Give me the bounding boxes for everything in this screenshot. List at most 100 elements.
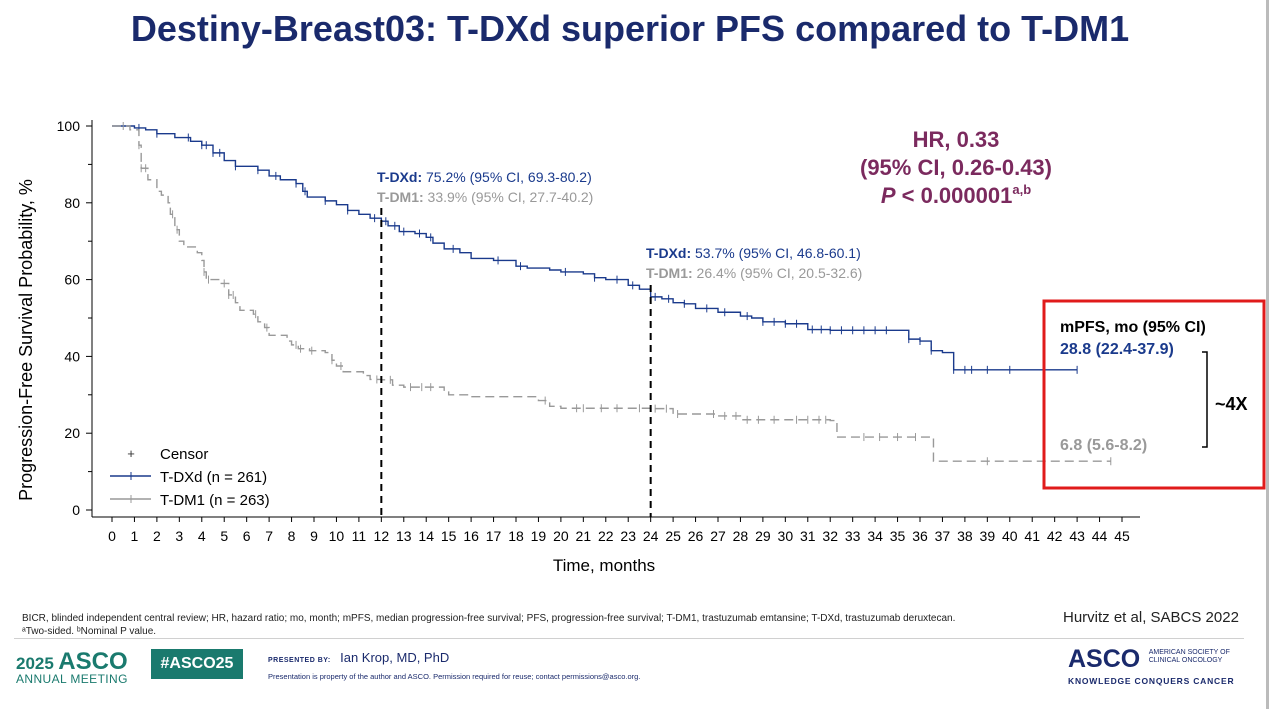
presenter-name: Ian Krop, MD, PhD — [340, 650, 450, 665]
landmark-tdxd-value: 53.7% (95% CI, 46.8-60.1) — [691, 245, 861, 261]
landmark-tdxd-24: T-DXd: 53.7% (95% CI, 46.8-60.1) — [646, 245, 861, 261]
y-tick-label: 100 — [57, 118, 81, 134]
x-tick-label: 41 — [1024, 528, 1040, 544]
fold-label: ~4X — [1215, 394, 1248, 414]
x-tick-label: 26 — [688, 528, 704, 544]
x-tick-label: 40 — [1002, 528, 1018, 544]
x-tick-label: 35 — [890, 528, 906, 544]
x-tick-label: 33 — [845, 528, 861, 544]
x-axis-label: Time, months — [553, 556, 655, 575]
hr-p-value: < 0.000001 — [896, 183, 1013, 208]
x-tick-label: 36 — [912, 528, 928, 544]
x-tick-label: 32 — [822, 528, 838, 544]
x-tick-label: 38 — [957, 528, 973, 544]
chart-annotations: + Censor T-DXd (n = 261) T-DM1 (n = 263) T-D… — [110, 127, 1266, 517]
disclaimer: Presentation is property of the author a… — [268, 672, 641, 681]
x-tick-label: 16 — [463, 528, 479, 544]
x-tick-label: 7 — [265, 528, 273, 544]
x-tick-label: 45 — [1114, 528, 1130, 544]
tdm1-curve — [112, 125, 1111, 462]
meeting-year: 2025 — [16, 654, 54, 673]
x-tick-label: 34 — [867, 528, 883, 544]
landmark-tdxd-12: T-DXd: 75.2% (95% CI, 69.3-80.2) — [377, 169, 592, 185]
footnote-line-1: BICR, blinded independent central review… — [22, 613, 956, 624]
landmark-tdm1-label: T-DM1: — [646, 265, 693, 281]
hashtag-badge: #ASCO25 — [151, 649, 243, 679]
x-tick-label: 19 — [531, 528, 547, 544]
hr-p-superscript: a,b — [1012, 182, 1031, 197]
presented-label: PRESENTED BY: — [268, 657, 331, 664]
hr-line-2: (95% CI, 0.26-0.43) — [860, 155, 1052, 180]
y-tick-label: 20 — [64, 425, 80, 441]
mpfs-tdxd: 28.8 (22.4-37.9) — [1060, 341, 1174, 358]
x-tick-label: 18 — [508, 528, 524, 544]
y-tick-label: 80 — [64, 195, 80, 211]
landmark-tdm1-12: T-DM1: 33.9% (95% CI, 27.7-40.2) — [377, 189, 593, 205]
x-tick-label: 30 — [778, 528, 794, 544]
x-tick-label: 12 — [374, 528, 390, 544]
x-tick-label: 0 — [108, 528, 116, 544]
presented-by: PRESENTED BY: Ian Krop, MD, PhD — [268, 650, 449, 665]
landmark-tdm1-value: 26.4% (95% CI, 20.5-32.6) — [693, 265, 863, 281]
legend-tdxd-label: T-DXd (n = 261) — [160, 469, 267, 486]
x-tick-label: 13 — [396, 528, 412, 544]
fold-bracket — [1202, 351, 1208, 448]
landmark-tdxd-label: T-DXd: — [377, 169, 422, 185]
x-tick-label: 37 — [935, 528, 951, 544]
y-tick-label: 0 — [72, 502, 80, 518]
x-tick-label: 39 — [980, 528, 996, 544]
y-tick-label: 60 — [64, 272, 80, 288]
footnote: BICR, blinded independent central review… — [22, 612, 1042, 638]
x-tick-label: 21 — [576, 528, 592, 544]
mpfs-box — [1042, 299, 1266, 490]
legend-censor-label: Censor — [160, 446, 208, 463]
x-tick-label: 2 — [153, 528, 161, 544]
x-tick-label: 43 — [1069, 528, 1085, 544]
hr-p-symbol: P — [881, 183, 896, 208]
x-tick-label: 8 — [288, 528, 296, 544]
x-tick-label: 23 — [620, 528, 636, 544]
x-tick-label: 4 — [198, 528, 206, 544]
x-tick-label: 10 — [329, 528, 345, 544]
x-tick-label: 31 — [800, 528, 816, 544]
x-tick-label: 24 — [643, 528, 659, 544]
hr-line-1: HR, 0.33 — [913, 127, 1000, 152]
x-tick-label: 27 — [710, 528, 726, 544]
mpfs-header: mPFS, mo (95% CI) — [1060, 319, 1206, 336]
landmark-tdm1-24: T-DM1: 26.4% (95% CI, 20.5-32.6) — [646, 265, 862, 281]
legend-tdm1-label: T-DM1 (n = 263) — [160, 492, 270, 509]
x-tick-label: 20 — [553, 528, 569, 544]
hr-line-3: P < 0.000001a,b — [881, 182, 1031, 208]
x-tick-label: 6 — [243, 528, 251, 544]
landmark-tdm1-label: T-DM1: — [377, 189, 424, 205]
slide-edge-line — [1266, 0, 1269, 709]
legend-censor-marker: + — [127, 446, 135, 461]
landmark-tdm1-value: 33.9% (95% CI, 27.7-40.2) — [424, 189, 594, 205]
asco-logo: ASCO AMERICAN SOCIETY OF CLINICAL ONCOLO… — [1068, 645, 1239, 686]
x-tick-label: 44 — [1092, 528, 1108, 544]
footnote-line-2: ᵃTwo-sided. ᵇNominal P value. — [22, 626, 157, 637]
meeting-logo: 2025 ASCO ANNUAL MEETING — [16, 648, 128, 686]
footer-divider — [14, 638, 1244, 639]
asco-tagline: KNOWLEDGE CONQUERS CANCER — [1068, 676, 1235, 686]
y-axis-label: Progression-Free Survival Probability, % — [16, 179, 36, 501]
x-tick-label: 15 — [441, 528, 457, 544]
chart-curves — [112, 122, 1112, 466]
asco-society: AMERICAN SOCIETY OF CLINICAL ONCOLOGY — [1148, 649, 1230, 664]
x-tick-label: 9 — [310, 528, 318, 544]
landmark-tdxd-label: T-DXd: — [646, 245, 691, 261]
x-tick-label: 5 — [220, 528, 228, 544]
slide-title: Destiny-Breast03: T-DXd superior PFS com… — [130, 8, 1130, 49]
x-tick-label: 42 — [1047, 528, 1063, 544]
asco-logo-text: ASCO — [1068, 645, 1141, 673]
x-tick-label: 29 — [755, 528, 771, 544]
landmark-tdxd-value: 75.2% (95% CI, 69.3-80.2) — [422, 169, 592, 185]
meeting-org: ASCO — [58, 648, 128, 675]
x-tick-label: 22 — [598, 528, 614, 544]
x-tick-label: 17 — [486, 528, 502, 544]
x-tick-label: 3 — [175, 528, 183, 544]
citation: Hurvitz et al, SABCS 2022 — [1063, 609, 1239, 626]
mpfs-tdm1: 6.8 (5.6-8.2) — [1060, 437, 1147, 454]
